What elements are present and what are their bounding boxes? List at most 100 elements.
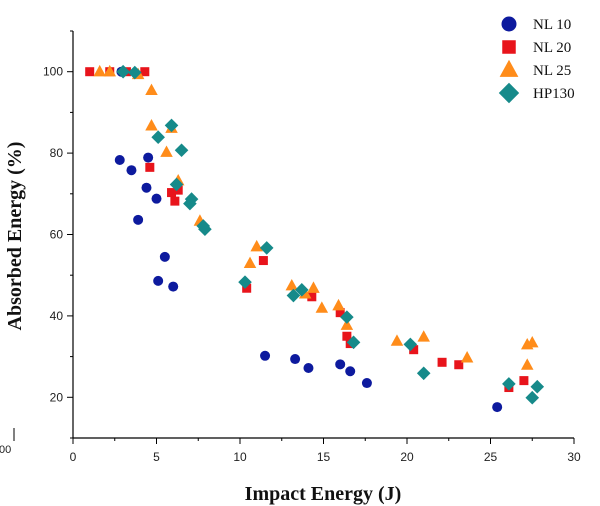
legend-label: NL 25 <box>533 63 571 79</box>
series-hp130 <box>116 64 545 405</box>
data-point <box>315 301 329 313</box>
data-point <box>530 379 545 394</box>
data-point <box>437 357 447 367</box>
data-point <box>143 152 154 163</box>
data-point <box>361 378 372 389</box>
data-point <box>151 193 162 204</box>
x-tick-label: 15 <box>317 450 331 464</box>
data-point <box>145 162 155 172</box>
data-point <box>93 64 106 77</box>
data-point <box>151 130 165 145</box>
data-point <box>145 119 158 131</box>
x-tick-label: 0 <box>70 450 77 464</box>
data-point <box>145 83 158 96</box>
data-point <box>126 165 137 176</box>
data-point <box>345 366 356 377</box>
legend-item: NL 20 <box>502 40 571 56</box>
series-nl25 <box>93 64 539 370</box>
data-point <box>390 334 404 346</box>
x-ticks: 0 5 10 15 20 25 30 <box>70 438 581 464</box>
data-point <box>170 196 180 206</box>
x-tick-label: 5 <box>153 450 160 464</box>
data-point <box>250 239 263 252</box>
legend-item: NL 10 <box>501 16 571 33</box>
legend-marker <box>501 16 517 32</box>
data-point <box>303 362 314 373</box>
data-point <box>85 67 95 77</box>
data-point <box>502 377 516 391</box>
data-point <box>196 219 211 233</box>
x-tick-label: 25 <box>484 450 498 464</box>
data-point <box>417 330 430 342</box>
y-tick-label: 20 <box>50 390 64 404</box>
data-point <box>184 192 199 206</box>
data-point <box>332 298 345 311</box>
data-point <box>114 155 125 166</box>
data-point <box>260 350 271 361</box>
y-axis-title: Absorbed Energy (%) <box>4 142 26 331</box>
data-point <box>307 281 320 293</box>
data-point <box>141 182 152 193</box>
data-point <box>454 360 464 370</box>
y-tick-label: 40 <box>50 309 64 323</box>
data-point <box>242 283 252 293</box>
data-point <box>342 331 352 341</box>
y-tick-label: 60 <box>50 228 64 242</box>
data-point <box>160 145 173 157</box>
data-point <box>140 67 150 77</box>
data-point <box>164 118 179 133</box>
data-point <box>259 241 274 255</box>
legend-item: NL 25 <box>499 59 571 79</box>
legend-label: NL 20 <box>533 40 571 56</box>
y-ticks: 20 40 60 80 100 <box>43 30 73 439</box>
data-point <box>409 345 419 355</box>
data-point <box>286 288 301 303</box>
data-point <box>159 251 170 262</box>
data-point <box>243 256 257 269</box>
stray-edge-text: 00 <box>0 444 11 456</box>
data-point <box>307 292 317 302</box>
data-point <box>127 65 142 80</box>
stray-edge-label: 00 <box>0 428 15 456</box>
data-point <box>133 214 144 225</box>
data-point <box>346 335 361 350</box>
data-point <box>168 281 179 292</box>
y-tick-label: 80 <box>50 146 64 160</box>
data-point <box>520 358 534 370</box>
x-tick-label: 30 <box>567 450 581 464</box>
legend-marker <box>499 59 519 77</box>
series-nl10 <box>114 66 503 413</box>
data-point <box>103 64 116 77</box>
data-point <box>258 256 268 266</box>
data-point <box>169 177 184 192</box>
data-point <box>167 188 177 198</box>
legend-marker <box>502 40 516 54</box>
data-point <box>335 359 346 370</box>
x-axis-title: Impact Energy (J) <box>245 483 402 505</box>
data-point <box>173 185 183 195</box>
data-point <box>335 308 345 318</box>
data-point <box>294 283 309 297</box>
data-point <box>519 376 529 386</box>
data-point <box>460 351 474 363</box>
legend-item: HP130 <box>498 82 575 104</box>
data-point <box>340 310 354 324</box>
data-point <box>290 354 301 365</box>
data-point <box>403 337 418 352</box>
data-point <box>285 278 299 291</box>
data-point <box>174 143 189 158</box>
data-points <box>85 64 545 413</box>
data-point <box>416 366 431 381</box>
data-point <box>526 335 539 348</box>
data-point <box>153 275 164 286</box>
data-point <box>116 64 130 79</box>
legend: NL 10 NL 20 NL 25 HP130 <box>498 16 575 104</box>
legend-label: NL 10 <box>533 17 571 33</box>
data-point <box>238 275 252 289</box>
x-tick-label: 20 <box>400 450 414 464</box>
series-nl20 <box>85 67 529 393</box>
data-point <box>492 402 503 413</box>
legend-label: HP130 <box>533 86 575 102</box>
x-tick-label: 10 <box>233 450 247 464</box>
